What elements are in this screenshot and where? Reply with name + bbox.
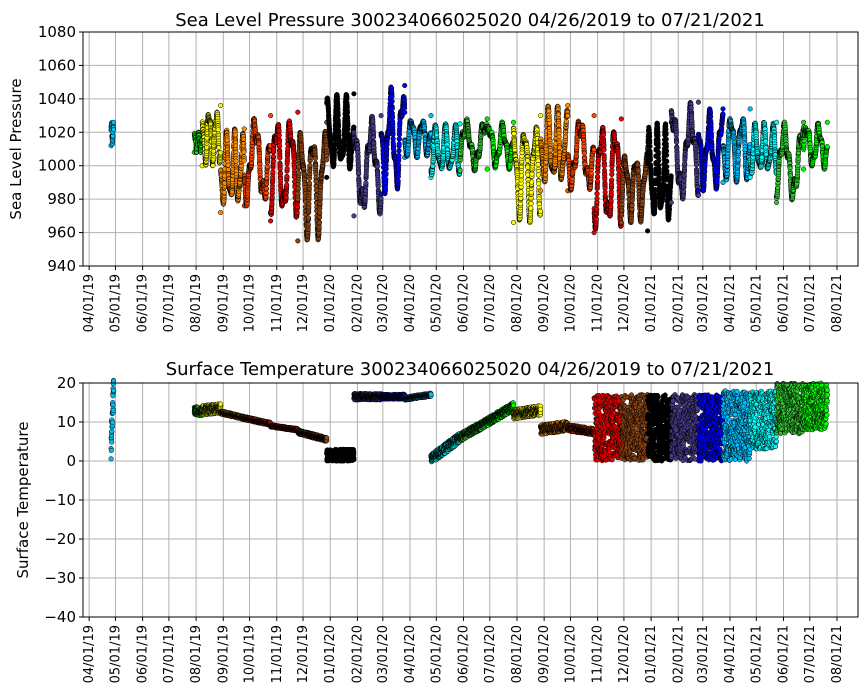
slp-data-point: [538, 189, 543, 194]
slp-data-point: [204, 145, 209, 150]
slp-data-point: [308, 163, 313, 168]
slp-data-point: [379, 196, 384, 201]
slp-data-point: [525, 165, 530, 170]
slp-data-point: [324, 158, 329, 163]
slp-data-point: [384, 171, 389, 176]
slp-data-point: [111, 120, 116, 125]
slp-data-point: [536, 162, 541, 167]
slp-y-axis-label: Sea Level Pressure: [7, 78, 25, 219]
slp-data-point: [218, 210, 223, 215]
slp-data-point: [352, 125, 357, 130]
slp-data-point: [284, 183, 289, 188]
slp-data-point: [390, 99, 395, 104]
slp-data-point: [352, 92, 357, 97]
slp-data-point: [306, 222, 311, 227]
slp-data-point: [225, 138, 230, 143]
slp-data-point: [519, 190, 524, 195]
slp-data-point: [356, 171, 361, 176]
slp-data-point: [402, 106, 407, 111]
slp-data-point: [277, 133, 282, 138]
slp-data-point: [530, 172, 535, 177]
slp-data-point: [111, 127, 116, 132]
slp-data-point: [222, 190, 227, 195]
slp-data-point: [536, 181, 541, 186]
slp-data-point: [271, 170, 276, 175]
slp-data-point: [529, 180, 534, 185]
slp-data-point: [242, 150, 247, 155]
slp-data-point: [529, 206, 534, 211]
slp-data-point: [397, 153, 402, 158]
slp-data-point: [234, 159, 239, 164]
slp-data-point: [277, 144, 282, 149]
slp-data-point: [384, 177, 389, 182]
slp-data-point: [218, 151, 223, 156]
slp-data-point: [268, 113, 273, 118]
slp-chart-title: Sea Level Pressure 300234066025020 04/26…: [175, 10, 765, 31]
slp-data-point: [217, 145, 222, 150]
slp-data-point: [333, 142, 338, 147]
slp-data-point: [429, 113, 434, 118]
slp-data-point: [296, 110, 301, 115]
slp-data-point: [346, 127, 351, 132]
slp-data-point: [324, 175, 329, 180]
slp-data-point: [314, 179, 319, 184]
slp-data-point: [379, 113, 384, 118]
slp-data-point: [458, 168, 463, 173]
slp-data-point: [371, 135, 376, 140]
slp-data-point: [313, 156, 318, 161]
slp-data-point: [307, 181, 312, 186]
slp-data-point: [397, 149, 402, 154]
slp-data-point: [317, 220, 322, 225]
slp-data-point: [458, 122, 463, 127]
slp-data-point: [242, 127, 247, 132]
slp-points: [109, 83, 830, 243]
slp-data-point: [397, 142, 402, 147]
slp-data-point: [216, 128, 221, 133]
slp-data-point: [536, 173, 541, 178]
slp-data-point: [306, 216, 311, 221]
slp-data-point: [285, 174, 290, 179]
slp-data-point: [485, 167, 490, 172]
slp-data-point: [296, 239, 301, 244]
slp-data-point: [364, 181, 369, 186]
slp-chart: Sea Level Pressure 300234066025020 04/26…: [7, 10, 858, 332]
slp-data-point: [538, 209, 543, 214]
slp-data-point: [218, 103, 223, 108]
slp-data-point: [485, 117, 490, 122]
slp-data-point: [511, 220, 516, 225]
slp-data-point: [226, 163, 231, 168]
slp-data-point: [336, 113, 341, 118]
slp-data-point: [296, 171, 301, 176]
slp-data-point: [402, 110, 407, 115]
slp-data-point: [390, 106, 395, 111]
slp-data-point: [233, 133, 238, 138]
slp-data-point: [396, 179, 401, 184]
slp-data-point: [511, 120, 516, 125]
slp-data-point: [278, 156, 283, 161]
slp-data-point: [222, 181, 227, 186]
slp-data-point: [402, 83, 407, 88]
slp-data-point: [285, 166, 290, 171]
slp-data-point: [352, 214, 357, 219]
slp-data-point: [268, 219, 273, 224]
slp-data-point: [397, 137, 402, 142]
slp-data-point: [538, 113, 543, 118]
slp-data-point: [525, 158, 530, 163]
slp-data-point: [547, 121, 552, 126]
slp-data-point: [529, 201, 534, 206]
slp-data-point: [264, 186, 269, 191]
slp-data-point: [390, 95, 395, 100]
slp-data-point: [242, 159, 247, 164]
slp-data-point: [271, 154, 276, 159]
